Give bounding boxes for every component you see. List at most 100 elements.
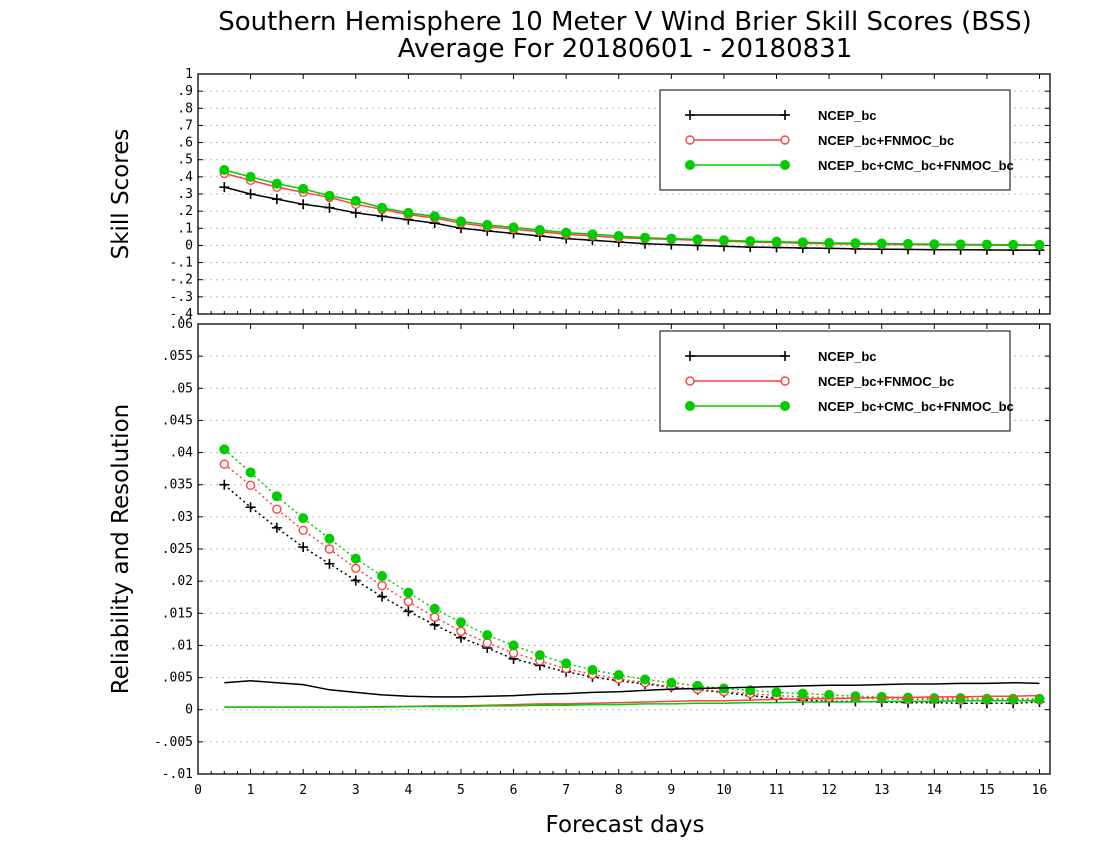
data-point bbox=[298, 525, 308, 536]
legend-label: NCEP_bc+FNMOC_bc bbox=[818, 374, 954, 389]
data-point bbox=[324, 202, 335, 213]
data-point bbox=[271, 194, 282, 205]
x-tick-label: 15 bbox=[979, 783, 995, 798]
data-point bbox=[324, 190, 335, 201]
data-point bbox=[219, 165, 230, 175]
y-tick-label: -.005 bbox=[154, 735, 193, 750]
data-point bbox=[929, 693, 940, 704]
data-point bbox=[1034, 239, 1045, 250]
bottom-panel-reliability-resolution: -.01 -.005 0 .005 .01 .015 .02 .025 .03 .035 .04 .0… bbox=[154, 317, 1051, 798]
y-tick-label: .1 bbox=[177, 221, 193, 236]
data-point bbox=[429, 612, 440, 622]
data-point bbox=[1008, 239, 1019, 250]
data-point bbox=[377, 580, 387, 591]
x-tick-label: 9 bbox=[667, 783, 675, 798]
legend-marker bbox=[685, 401, 695, 411]
legend-label: NCEP_bc+CMC_bc+FNMOC_bc bbox=[818, 158, 1014, 173]
legend-marker bbox=[780, 110, 790, 120]
data-point bbox=[666, 233, 677, 244]
data-point bbox=[456, 626, 466, 636]
data-point bbox=[455, 617, 466, 628]
x-tick-label: 2 bbox=[299, 783, 307, 798]
series-line bbox=[224, 186, 1040, 251]
x-tick-label: 8 bbox=[615, 783, 623, 798]
y-tick-label: 1 bbox=[185, 67, 193, 82]
y-tick-label: .6 bbox=[177, 136, 193, 151]
data-point bbox=[797, 688, 808, 699]
data-point bbox=[955, 239, 966, 250]
data-point bbox=[718, 235, 729, 246]
data-point bbox=[666, 677, 677, 688]
y-tick-label: .3 bbox=[177, 187, 193, 202]
y-tick-label: .5 bbox=[177, 153, 193, 168]
data-point bbox=[245, 467, 256, 478]
y-tick-label: -.4 bbox=[170, 307, 194, 322]
data-point bbox=[771, 687, 782, 698]
legend-marker bbox=[780, 351, 790, 361]
y-tick-label: .02 bbox=[170, 574, 193, 589]
data-point bbox=[429, 211, 440, 222]
legend-label: NCEP_bc+FNMOC_bc bbox=[818, 133, 954, 148]
data-point bbox=[298, 183, 309, 194]
data-point bbox=[324, 533, 335, 544]
data-point bbox=[561, 227, 572, 238]
x-tick-label: 12 bbox=[821, 783, 837, 798]
data-point bbox=[692, 234, 703, 245]
data-point bbox=[534, 225, 545, 235]
y-tick-label: 0 bbox=[185, 703, 193, 718]
legend-marker bbox=[685, 135, 695, 145]
data-point bbox=[271, 178, 282, 189]
y-tick-label: .05 bbox=[170, 381, 193, 396]
data-point bbox=[429, 603, 440, 614]
legend-marker bbox=[780, 160, 790, 170]
legend-marker bbox=[685, 110, 695, 120]
series-line bbox=[223, 448, 1040, 700]
bottom-y-axis-label: Reliability and Resolution bbox=[108, 404, 134, 694]
data-point bbox=[824, 237, 835, 248]
x-tick-label: 3 bbox=[352, 783, 360, 798]
data-point bbox=[271, 522, 282, 533]
data-point bbox=[245, 502, 256, 513]
data-point bbox=[298, 513, 309, 524]
data-point bbox=[745, 236, 756, 247]
data-point bbox=[219, 182, 230, 193]
data-point bbox=[587, 229, 598, 240]
top-y-axis-label: Skill Scores bbox=[108, 129, 134, 260]
legend-marker bbox=[685, 351, 695, 361]
y-tick-label: .06 bbox=[170, 317, 193, 332]
x-tick-label: 4 bbox=[404, 783, 412, 798]
data-point bbox=[850, 238, 861, 249]
data-point bbox=[271, 491, 282, 502]
legend-label: NCEP_bc bbox=[818, 349, 877, 364]
legend-marker bbox=[685, 376, 695, 386]
data-point bbox=[403, 587, 414, 598]
x-tick-label: 16 bbox=[1032, 783, 1048, 798]
data-point bbox=[587, 664, 598, 675]
y-tick-label: .04 bbox=[170, 446, 194, 461]
data-point bbox=[350, 553, 361, 564]
y-tick-label: .045 bbox=[162, 413, 193, 428]
x-axis-label: Forecast days bbox=[546, 812, 705, 838]
legend: NCEP_bc NCEP_bc+FNMOC_bc NCEP_bc+CMC_bc+FN… bbox=[659, 89, 1014, 191]
data-point bbox=[613, 670, 624, 680]
data-point bbox=[981, 239, 992, 250]
data-point bbox=[850, 691, 861, 702]
y-tick-label: .035 bbox=[162, 478, 193, 493]
x-tick-label: 14 bbox=[926, 783, 942, 798]
data-point bbox=[640, 232, 651, 243]
y-tick-label: .4 bbox=[177, 170, 193, 185]
data-point bbox=[377, 591, 388, 602]
legend-marker bbox=[685, 160, 695, 170]
y-tick-label: .9 bbox=[177, 84, 193, 99]
top-panel-skill-scores: -.4-.3-.2-.10.1.2.3.4.5.6.7.8.91NCEP_bcN… bbox=[170, 67, 1051, 322]
data-point bbox=[482, 630, 493, 641]
series-line bbox=[224, 680, 1040, 698]
y-tick-label: .01 bbox=[170, 638, 193, 653]
data-point bbox=[298, 542, 309, 553]
data-point bbox=[350, 575, 361, 586]
legend-marker bbox=[780, 135, 790, 145]
data-point bbox=[403, 606, 414, 617]
data-point bbox=[745, 685, 756, 696]
chart-title-line1: Southern Hemisphere 10 Meter V Wind Brie… bbox=[218, 7, 1032, 37]
y-tick-label: -.01 bbox=[162, 767, 193, 782]
